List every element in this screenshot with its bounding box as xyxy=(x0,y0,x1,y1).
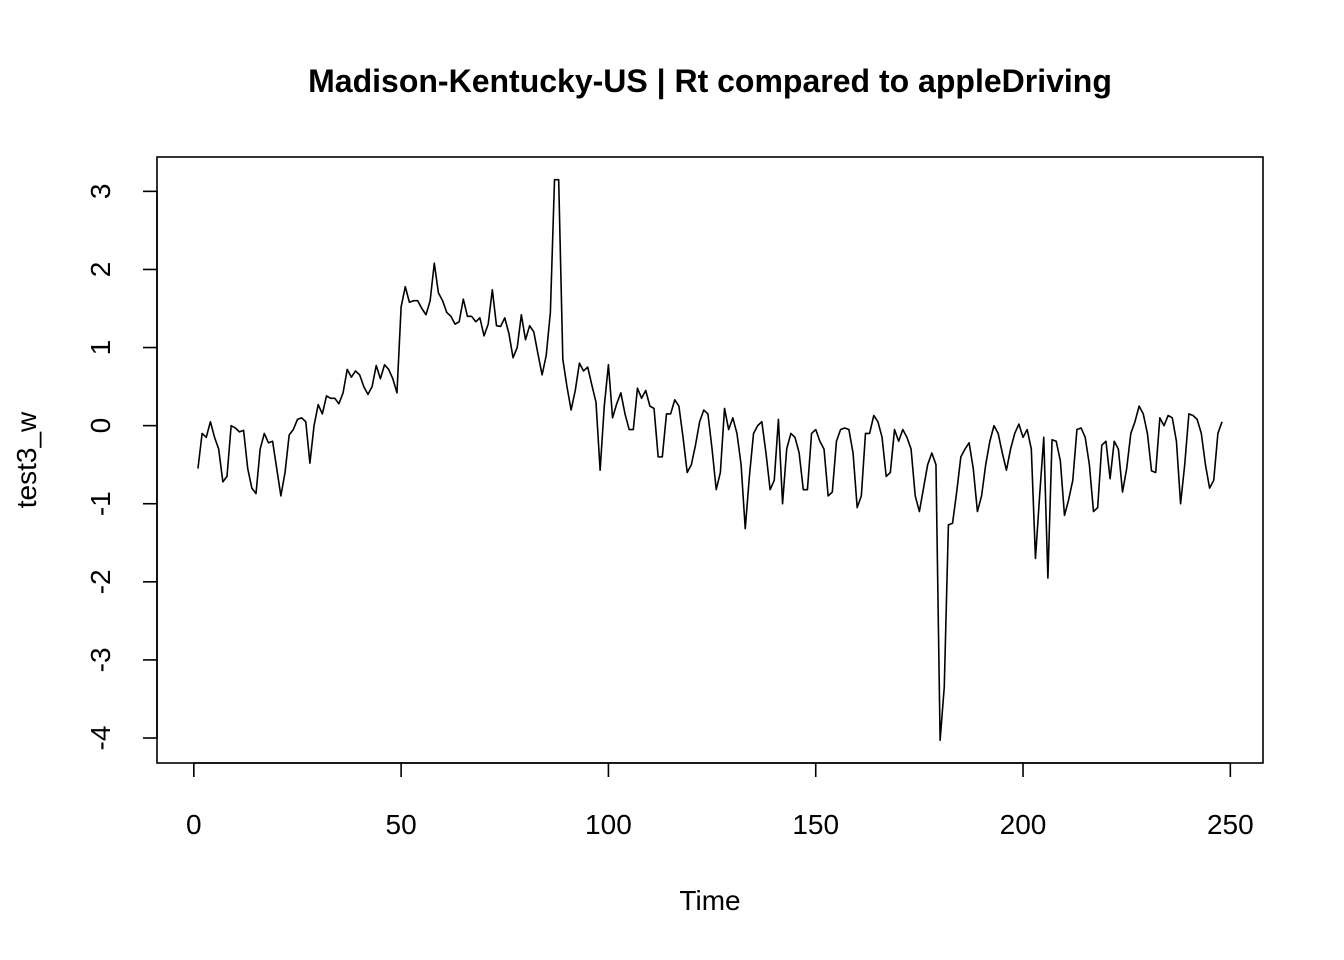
y-tick-label: -1 xyxy=(85,491,116,516)
y-tick-label: 0 xyxy=(85,418,116,434)
y-axis-label: test3_w xyxy=(11,411,42,508)
x-tick-label: 100 xyxy=(585,809,632,840)
y-tick-label: -2 xyxy=(85,569,116,594)
x-tick-label: 0 xyxy=(186,809,202,840)
x-tick-label: 50 xyxy=(386,809,417,840)
data-line xyxy=(197,178,1223,742)
x-tick-label: 250 xyxy=(1207,809,1254,840)
y-tick-label: 1 xyxy=(85,340,116,356)
y-tick-label: -4 xyxy=(85,726,116,751)
plot-frame xyxy=(156,156,1264,764)
y-tick-label: 2 xyxy=(85,262,116,278)
x-axis-label: Time xyxy=(679,885,740,916)
chart-title: Madison-Kentucky-US | Rt compared to app… xyxy=(308,63,1112,99)
x-tick-label: 150 xyxy=(792,809,839,840)
y-tick-label: -3 xyxy=(85,647,116,672)
y-tick-label: 3 xyxy=(85,184,116,200)
x-tick-label: 200 xyxy=(1000,809,1047,840)
